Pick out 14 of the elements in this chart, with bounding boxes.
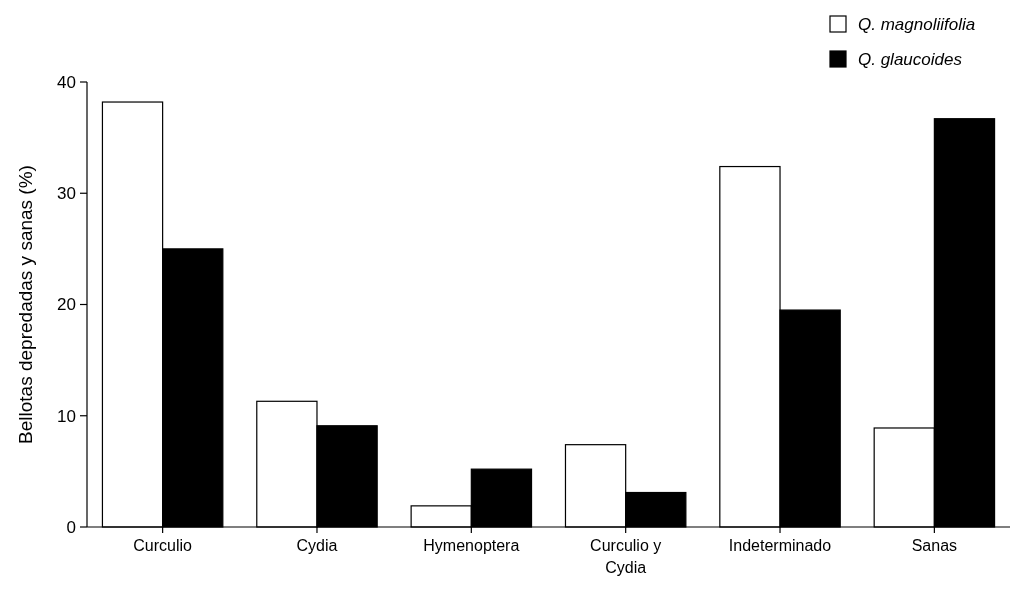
y-tick-label: 30: [57, 184, 76, 204]
y-tick-label: 0: [66, 517, 76, 537]
y-axis-title: Bellotas depredadas y sanas (%): [15, 165, 36, 444]
x-tick-label: Hymenoptera: [423, 537, 520, 554]
x-tick-label: Curculio y Cydia: [590, 537, 662, 576]
legend-label: Q. glaucoides: [858, 49, 963, 69]
y-tick-label: 10: [57, 406, 76, 426]
x-tick-label: Indeterminado: [728, 537, 832, 554]
x-tick-label: Cydia: [296, 537, 338, 554]
y-tick-label: 40: [57, 72, 76, 92]
x-tick-label: Curculio: [133, 537, 193, 554]
y-tick-label: 20: [57, 295, 76, 315]
x-tick-label: Sanas: [911, 537, 958, 554]
legend-label: Q. magnoliifolia: [858, 14, 976, 34]
